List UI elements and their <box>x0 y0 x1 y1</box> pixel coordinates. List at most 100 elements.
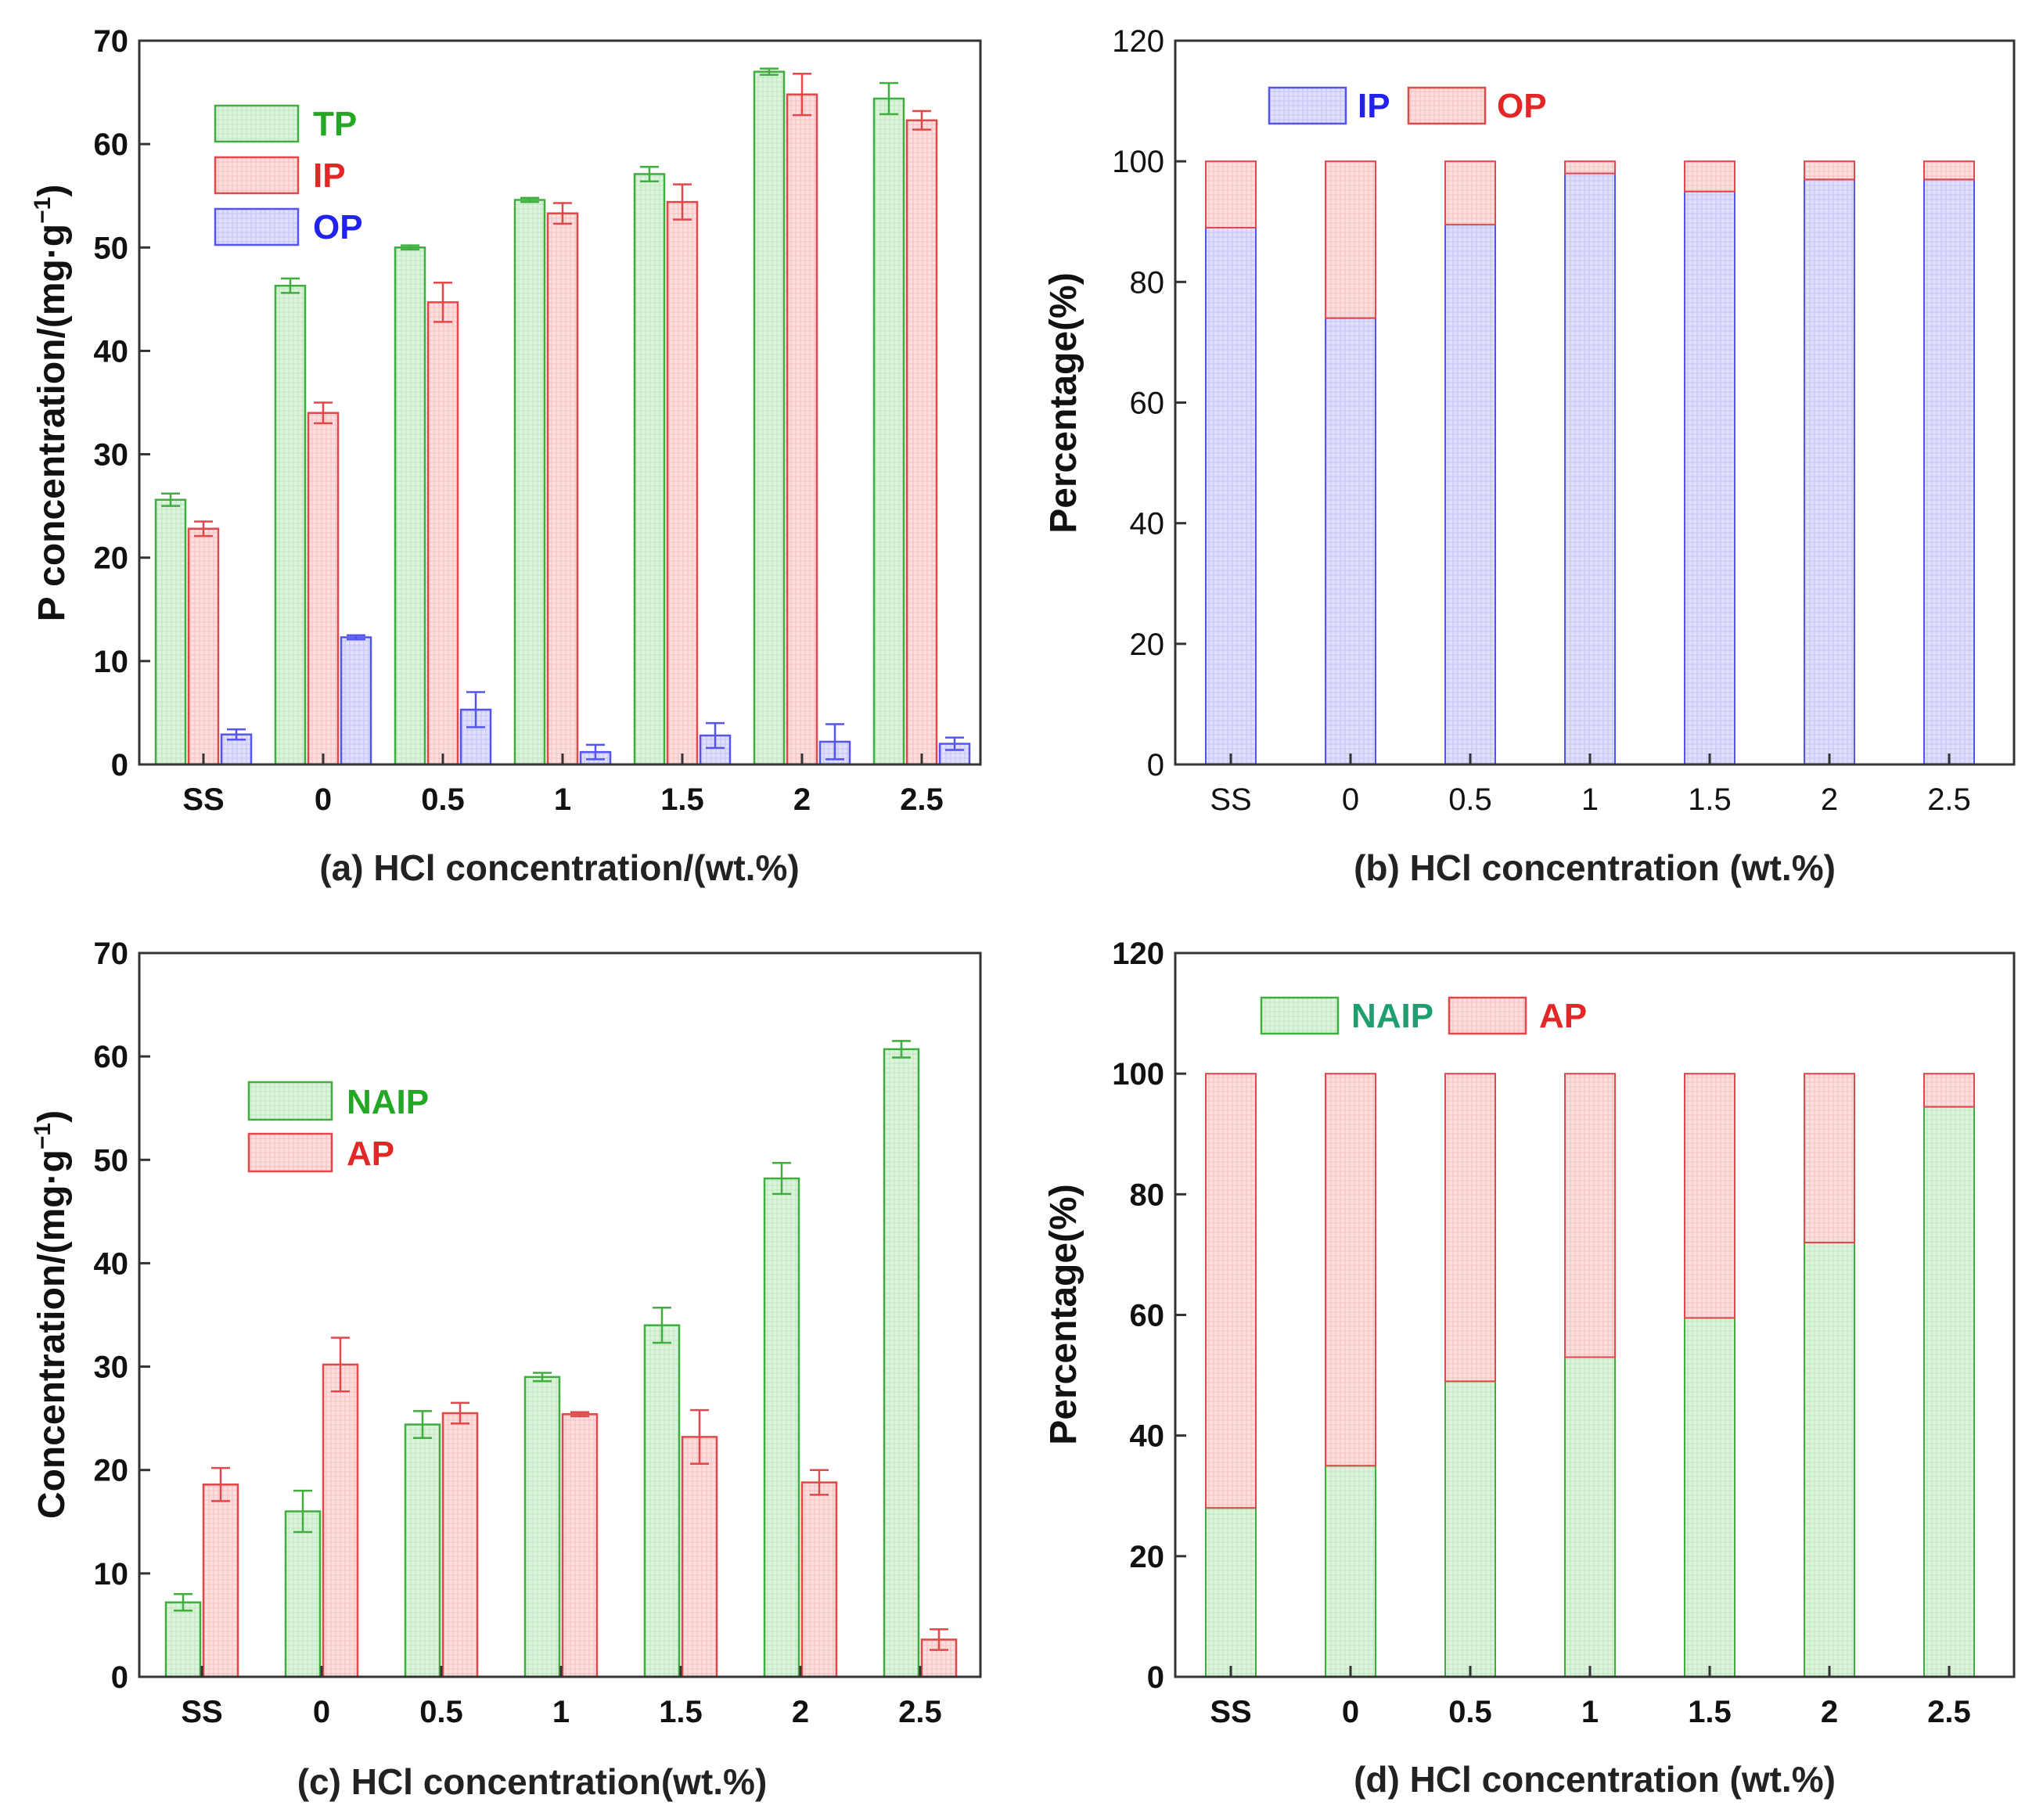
panel-c-ytick-label: 20 <box>94 1454 129 1488</box>
panel-d-legend: NAIP AP <box>1260 996 1587 1035</box>
panel-a-ytick-label: 50 <box>94 231 129 265</box>
panel-d-ytick-label: 0 <box>1147 1660 1164 1695</box>
panel-a-bar-tp <box>394 246 426 766</box>
panel-a-yticks: 0 10 20 30 40 50 60 70 <box>94 24 150 782</box>
panel-a-frame <box>138 39 982 766</box>
panel-d-bar-ap <box>1684 1073 1735 1319</box>
panel-c-ylabel: Concentration/(mg·g−1) <box>30 1110 73 1519</box>
panel-c-xtick-label: 1 <box>552 1695 570 1729</box>
panel-d-legend-swatch-naip <box>1260 996 1340 1035</box>
panel-a-bar-ip <box>307 412 340 766</box>
panel-c-legend-swatch-ap <box>247 1132 333 1173</box>
panel-c-xtick-label: 2 <box>792 1695 809 1729</box>
panel-d-ytick-label: 100 <box>1112 1057 1164 1092</box>
panel-b-bar-op <box>1444 160 1496 226</box>
panel-a-xtick-label: 1 <box>554 782 571 817</box>
panel-c-ytick-label: 10 <box>94 1557 129 1592</box>
panel-a-legend-swatch-ip <box>214 156 300 195</box>
panel-d-bar-ap <box>1923 1073 1975 1108</box>
panel-d-ytick-label: 40 <box>1130 1419 1165 1454</box>
panel-b-bar-op <box>1804 160 1855 181</box>
panel-b-legend-label-op: OP <box>1497 87 1547 125</box>
panel-c-legend-label-naip: NAIP <box>347 1083 429 1121</box>
panel-b-legend-swatch-ip <box>1268 86 1347 125</box>
panel-b-ytick-label: 0 <box>1147 748 1164 782</box>
panel-d-bar-naip <box>1804 1242 1855 1678</box>
panel-a-bar-tp <box>633 173 666 766</box>
panel-c-yticks: 0 10 20 30 40 50 60 70 <box>94 937 150 1695</box>
panel-b-bar-op <box>1684 160 1735 192</box>
panel-d-ytick-label: 20 <box>1130 1540 1165 1574</box>
panel-c-xtick-label: 2.5 <box>898 1695 942 1729</box>
panel-c-xtick-label: 1.5 <box>659 1695 703 1729</box>
panel-b-legend: IP OP <box>1268 86 1547 125</box>
panel-b-bar-op <box>1564 160 1616 174</box>
panel-d-xtick-label: 2 <box>1821 1695 1838 1729</box>
panel-d-ylabel: Percentage(%) <box>1043 1184 1084 1444</box>
panel-c-bars <box>164 1040 958 1678</box>
panel-b-ytick-label: 20 <box>1130 628 1165 662</box>
panel-a-bar-ip <box>546 212 579 766</box>
panel-b-xticks: SS 0 0.5 1 1.5 2 2.5 <box>1210 754 1971 817</box>
panel-d-xtick-label: 0.5 <box>1448 1695 1492 1729</box>
panel-b-caption: (b) HCl concentration (wt.%) <box>1354 847 1836 888</box>
panel-d-xtick-label: SS <box>1210 1695 1251 1729</box>
panel-d-legend-label-ap: AP <box>1539 997 1587 1035</box>
panel-b-legend-label-ip: IP <box>1358 87 1390 125</box>
panel-a-bar-ip <box>905 119 938 766</box>
panel-c-ytick-label: 70 <box>94 937 129 971</box>
panel-a-ytick-label: 0 <box>111 748 128 782</box>
panel-c-ytick-label: 50 <box>94 1143 129 1178</box>
panel-d-xtick-label: 0 <box>1342 1695 1359 1729</box>
panel-d-bar-ap <box>1205 1073 1257 1509</box>
panel-d-bar-naip <box>1923 1106 1975 1678</box>
panel-a-bars <box>154 67 971 766</box>
panel-a-bar-tp <box>154 498 187 766</box>
panel-c-bar-naip <box>763 1177 800 1678</box>
panel-a-xtick-label: 2.5 <box>900 782 944 817</box>
panel-b-ytick-label: 120 <box>1112 24 1164 59</box>
panel-a-ytick-label: 60 <box>94 128 129 162</box>
panel-b-bar-ip <box>1564 172 1616 766</box>
panel-b-xtick-label: SS <box>1210 782 1251 817</box>
panel-d-bar-naip <box>1684 1317 1735 1678</box>
panel-d-bar-ap <box>1564 1073 1616 1358</box>
panel-d-ytick-label: 120 <box>1112 937 1164 971</box>
panel-d-bar-naip <box>1564 1356 1616 1678</box>
panel-c-xtick-label: 0 <box>313 1695 330 1729</box>
panel-b-xtick-label: 2.5 <box>1927 782 1971 817</box>
panel-d-ytick-label: 80 <box>1130 1178 1165 1212</box>
panel-a-bar-tp <box>513 199 546 766</box>
panel-d-bar-naip <box>1444 1380 1496 1678</box>
panel-a-bar-ip <box>187 527 220 766</box>
panel-b-ytick-label: 40 <box>1130 507 1165 541</box>
panel-c-ytick-label: 30 <box>94 1351 129 1385</box>
panel-b-ylabel: Percentage(%) <box>1043 272 1084 533</box>
panel-a-ytick-label: 70 <box>94 24 129 59</box>
panel-c-ytick-label: 40 <box>94 1246 129 1281</box>
panel-a-legend-swatch-tp <box>214 104 300 143</box>
panel-c-bar-ap <box>681 1436 718 1678</box>
panel-d-ytick-label: 60 <box>1130 1299 1165 1333</box>
panel-b-legend-swatch-op <box>1407 86 1487 125</box>
panel-a-legend-swatch-op <box>214 207 300 246</box>
panel-a-bar-tp <box>274 284 307 766</box>
panel-c-legend-swatch-naip <box>247 1081 333 1121</box>
panel-d-xtick-label: 2.5 <box>1927 1695 1971 1729</box>
panel-b-ytick-label: 80 <box>1130 265 1165 300</box>
panel-b-bar-ip <box>1923 178 1975 765</box>
panel-a-bar-ip <box>786 93 818 766</box>
panel-a-ytick-label: 40 <box>94 334 129 369</box>
panel-b-bars <box>1205 160 1975 766</box>
panel-b: 0 20 40 60 80 100 120 SS 0 0.5 1 1.5 2 2.5 Percentag… <box>1043 24 2016 888</box>
panel-d-bar-ap <box>1444 1073 1496 1383</box>
panel-d-bar-ap <box>1804 1073 1855 1243</box>
panel-c-bar-naip <box>404 1423 441 1678</box>
panel-b-xtick-label: 0 <box>1342 782 1359 817</box>
panel-c-bar-naip <box>284 1510 322 1678</box>
panel-a-legend: TP IP OP <box>214 104 363 246</box>
panel-c-bar-ap <box>322 1363 359 1678</box>
panel-a-legend-label-ip: IP <box>313 156 346 195</box>
panel-a-bar-tp <box>872 97 905 766</box>
panel-d-xtick-label: 1 <box>1581 1695 1599 1729</box>
